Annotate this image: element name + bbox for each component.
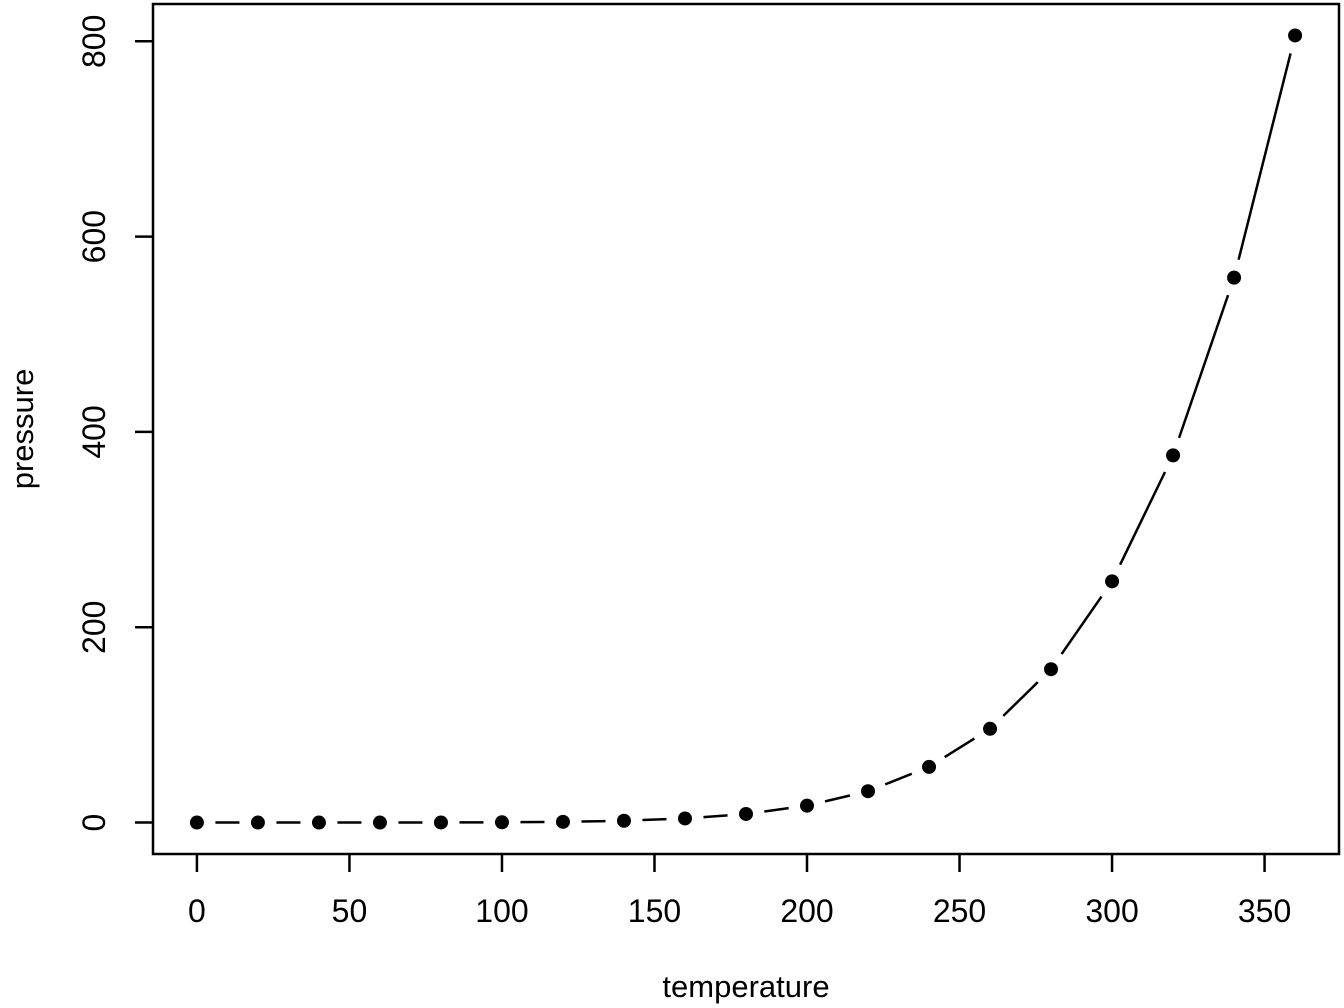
line-segment (703, 814, 728, 819)
data-point (433, 815, 448, 830)
data-point (555, 814, 570, 829)
data-point (1105, 574, 1120, 589)
line-segment (1060, 595, 1103, 655)
data-point (1166, 448, 1181, 463)
line-segment (764, 806, 789, 813)
data-point (1227, 270, 1242, 285)
line-segment (642, 817, 667, 822)
x-axis-tick-label: 100 (475, 893, 528, 929)
data-point (494, 815, 509, 830)
data-point (250, 815, 265, 830)
x-axis-title: temperature (662, 969, 829, 1004)
data-point (189, 815, 204, 830)
x-axis-tick-label: 150 (628, 893, 681, 929)
x-axis-tick-label: 300 (1085, 893, 1138, 929)
data-point (372, 815, 387, 830)
data-point (1288, 28, 1303, 43)
x-axis-tick-label: 0 (188, 893, 206, 929)
data-point (1044, 662, 1059, 677)
line-segment (1002, 681, 1039, 717)
data-point (983, 721, 998, 736)
line-segment (1177, 294, 1230, 439)
y-axis-tick-label: 400 (76, 405, 112, 458)
data-point (861, 784, 876, 799)
data-point (311, 815, 326, 830)
line-segment (884, 772, 913, 786)
plot-area: 0 50 100 150 200 250 300 350 0 200 400 600 800 (76, 2, 1341, 929)
line-segment (1118, 471, 1167, 566)
x-axis-tick-label: 250 (933, 893, 986, 929)
x-axis-tick-label: 50 (332, 893, 368, 929)
line-segment (1237, 53, 1292, 260)
y-axis-tick-label: 800 (76, 15, 112, 68)
line-segment (824, 794, 851, 803)
line-segment (944, 737, 976, 759)
data-point (739, 806, 753, 821)
y-axis-tick-label: 200 (76, 601, 112, 654)
y-axis-tick-label: 600 (76, 210, 112, 263)
y-axis-title: pressure (5, 369, 40, 490)
plot-box (151, 2, 1341, 856)
data-point (616, 813, 631, 828)
x-axis-tick-label: 200 (780, 893, 833, 929)
y-axis-tick-label: 0 (76, 814, 112, 832)
data-point (677, 811, 692, 826)
data-point (922, 759, 937, 774)
x-axis-tick-label: 350 (1238, 893, 1291, 929)
data-point (800, 798, 815, 813)
